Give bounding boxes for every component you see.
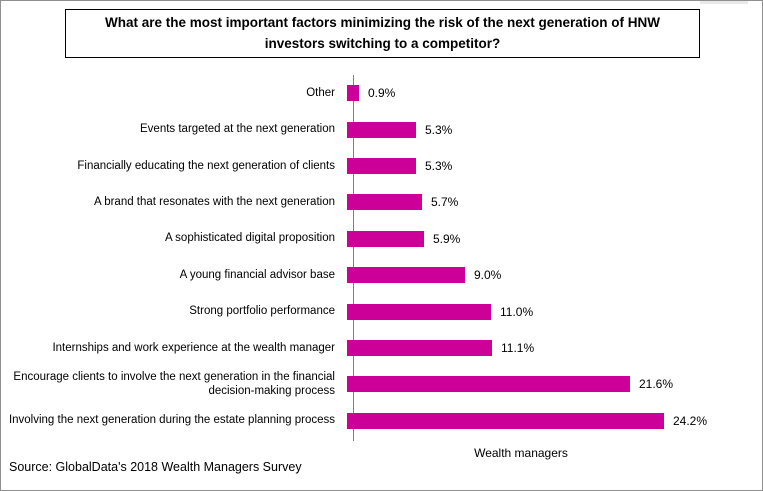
value-label: 24.2%	[673, 413, 708, 428]
chart-row: Other 0.9%	[1, 75, 762, 111]
bar-zone: 5.9%	[345, 221, 762, 257]
plot-area: Other 0.9% Events targeted at the next g…	[1, 75, 762, 439]
bar	[347, 85, 359, 102]
chart-row: Strong portfolio performance 11.0%	[1, 293, 762, 329]
category-label: Events targeted at the next generation	[140, 123, 335, 136]
value-label: 5.9%	[433, 231, 461, 246]
chart-row: Internships and work experience at the w…	[1, 330, 762, 366]
bar-zone: 9.0%	[345, 257, 762, 293]
bar	[347, 412, 664, 429]
category-label: A brand that resonates with the next gen…	[93, 195, 335, 208]
bar	[347, 158, 416, 175]
category-label: Internships and work experience at the w…	[52, 341, 335, 354]
chart-row: Encourage clients to involve the next ge…	[1, 366, 762, 402]
value-label: 0.9%	[368, 86, 396, 101]
chart-title-box: What are the most important factors mini…	[65, 9, 700, 58]
category-label: Other	[306, 86, 335, 99]
chart-row: A sophisticated digital proposition 5.9%	[1, 221, 762, 257]
value-label: 11.0%	[500, 304, 534, 319]
value-label: 5.3%	[425, 159, 453, 174]
bar	[347, 121, 416, 138]
chart-row: Financially educating the next generatio…	[1, 148, 762, 184]
bar-zone: 5.7%	[345, 184, 762, 220]
chart-row: Involving the next generation during the…	[1, 403, 762, 439]
category-label: A young financial advisor base	[179, 268, 335, 281]
chart-row: A brand that resonates with the next gen…	[1, 184, 762, 220]
value-label: 5.3%	[425, 122, 453, 137]
corner-artifact	[700, 1, 748, 4]
source-note: Source: GlobalData's 2018 Wealth Manager…	[9, 460, 302, 474]
bar	[347, 230, 424, 247]
bar-zone: 21.6%	[345, 366, 762, 402]
category-label: Financially educating the next generatio…	[77, 159, 335, 172]
bar-zone: 11.1%	[345, 330, 762, 366]
x-axis-label: Wealth managers	[474, 446, 568, 460]
bar	[347, 303, 491, 320]
bar-zone: 5.3%	[345, 111, 762, 147]
bar	[347, 340, 492, 357]
bar-zone: 0.9%	[345, 75, 762, 111]
value-label: 21.6%	[639, 377, 674, 392]
category-label: Strong portfolio performance	[189, 305, 335, 318]
chart-row: A young financial advisor base 9.0%	[1, 257, 762, 293]
bar-zone: 11.0%	[345, 293, 762, 329]
bar	[347, 376, 630, 393]
value-label: 11.1%	[501, 341, 535, 356]
value-label: 5.7%	[431, 195, 459, 210]
value-label: 9.0%	[474, 268, 502, 283]
bar-zone: 24.2%	[345, 403, 762, 439]
category-label: Encourage clients to involve the next ge…	[13, 370, 335, 398]
category-label: Involving the next generation during the…	[8, 414, 335, 427]
category-axis-line	[353, 75, 354, 441]
bar	[347, 267, 465, 284]
bar	[347, 194, 422, 211]
bar-zone: 5.3%	[345, 148, 762, 184]
chart-title: What are the most important factors mini…	[104, 14, 661, 51]
chart-row: Events targeted at the next generation 5…	[1, 111, 762, 147]
category-label: A sophisticated digital proposition	[164, 232, 335, 245]
